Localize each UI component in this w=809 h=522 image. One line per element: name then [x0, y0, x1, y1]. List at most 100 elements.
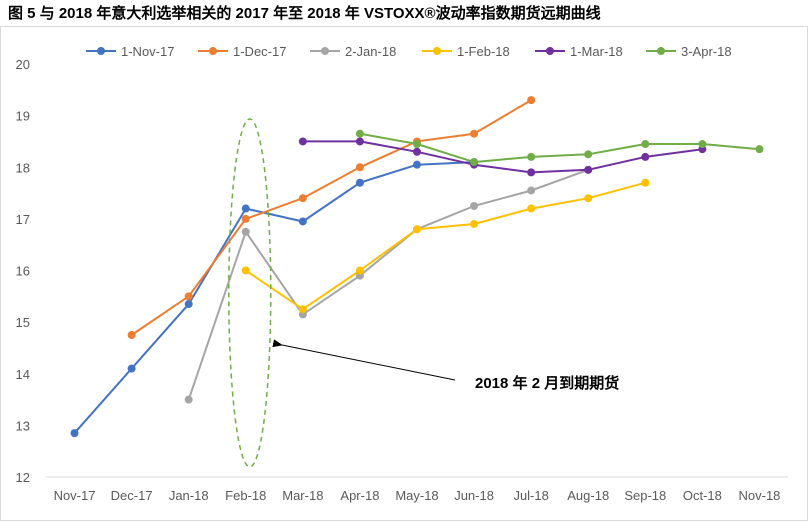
data-point: [355, 129, 364, 138]
legend: 1-Nov-17 1-Dec-17 2-Jan-18 1-Feb-18 1-Mar-18…: [86, 44, 732, 59]
data-point: [470, 220, 479, 229]
data-point: [127, 331, 136, 340]
data-point: [241, 214, 250, 223]
data-point: [527, 186, 536, 195]
data-point: [698, 140, 707, 149]
figure-title: 图 5 与 2018 年意大利选举相关的 2017 年至 2018 年 VSTO…: [8, 5, 601, 22]
data-point: [355, 137, 364, 146]
series-1-Dec-17: [127, 96, 536, 340]
data-point: [355, 178, 364, 187]
legend-swatch-marker: [209, 47, 217, 55]
x-tick-label: Feb-18: [225, 488, 266, 503]
x-tick-label: Jul-18: [513, 488, 548, 503]
series-1-Feb-18: [241, 178, 650, 314]
data-point: [470, 129, 479, 138]
data-point: [298, 137, 307, 146]
legend-label: 1-Mar-18: [570, 44, 623, 59]
legend-label: 2-Jan-18: [345, 44, 396, 59]
y-tick-label: 12: [16, 470, 30, 485]
data-point: [413, 225, 421, 234]
y-tick-label: 14: [16, 367, 30, 382]
y-tick-label: 17: [16, 212, 30, 227]
series-line: [245, 181, 646, 311]
x-tick-label: Sep-18: [624, 488, 666, 503]
x-tick-label: May-18: [395, 488, 438, 503]
series-line: [187, 168, 589, 400]
data-point: [641, 140, 650, 149]
legend-label: 1-Dec-17: [233, 44, 286, 59]
data-point: [298, 217, 307, 226]
legend-item: 3-Apr-18: [646, 44, 732, 59]
data-point: [527, 168, 536, 177]
y-tick-label: 18: [16, 160, 30, 175]
legend-label: 1-Feb-18: [457, 44, 510, 59]
data-point: [584, 150, 593, 159]
series-3-Apr-18: [355, 129, 764, 167]
series-line: [73, 161, 475, 434]
data-point: [298, 194, 307, 203]
data-point: [70, 429, 79, 438]
y-tick-label: 15: [16, 315, 30, 330]
data-point: [527, 96, 536, 105]
data-point: [584, 165, 593, 174]
x-tick-label: Jan-18: [169, 488, 209, 503]
data-point: [184, 395, 193, 404]
chart-frame: [0, 26, 808, 521]
data-point: [755, 145, 764, 154]
x-tick-label: Nov-17: [54, 488, 96, 503]
legend-item: 2-Jan-18: [310, 44, 396, 59]
data-point: [470, 158, 479, 167]
x-tick-label: Jun-18: [454, 488, 494, 503]
legend-swatch-marker: [546, 47, 554, 55]
series-line: [302, 140, 703, 174]
data-point: [184, 300, 193, 309]
annotation: 2018 年 2 月到期期货: [228, 118, 619, 468]
legend-swatch-marker: [97, 47, 105, 55]
legend-label: 3-Apr-18: [681, 44, 732, 59]
y-tick-label: 16: [16, 264, 30, 279]
y-tick-label: 19: [16, 109, 30, 124]
x-tick-label: Oct-18: [683, 488, 722, 503]
highlight-ellipse: [228, 118, 272, 468]
series-1-Nov-17: [70, 158, 479, 438]
y-tick-label: 13: [16, 418, 30, 433]
data-point: [641, 178, 650, 187]
x-tick-label: Aug-18: [567, 488, 609, 503]
data-point: [241, 266, 250, 275]
legend-swatch-marker: [433, 47, 441, 55]
data-point: [527, 204, 536, 213]
data-point: [470, 201, 479, 210]
legend-swatch-marker: [321, 47, 329, 55]
data-point: [413, 160, 421, 169]
legend-item: 1-Nov-17: [86, 44, 174, 59]
data-point: [184, 292, 193, 301]
data-point: [527, 152, 536, 161]
series-line: [359, 132, 760, 164]
data-point: [413, 147, 421, 156]
x-tick-label: Apr-18: [340, 488, 379, 503]
data-point: [298, 305, 307, 314]
data-point: [241, 204, 250, 213]
data-point: [355, 266, 364, 275]
annotation-label: 2018 年 2 月到期期货: [475, 374, 619, 392]
data-point: [584, 194, 593, 203]
x-tick-label: Mar-18: [282, 488, 323, 503]
annotation-arrow: [272, 339, 456, 381]
data-point: [413, 140, 421, 149]
legend-swatch-marker: [657, 47, 665, 55]
y-axis-ticks: 12 13 14 15 16 17 18 19 20: [16, 57, 30, 485]
series-layer: [70, 96, 764, 438]
x-tick-label: Dec-17: [111, 488, 153, 503]
legend-label: 1-Nov-17: [121, 44, 174, 59]
x-axis-ticks: Nov-17 Dec-17 Jan-18 Feb-18 Mar-18 Apr-18 May-…: [54, 488, 781, 503]
legend-item: 1-Dec-17: [198, 44, 286, 59]
x-tick-label: Nov-18: [739, 488, 781, 503]
legend-item: 1-Feb-18: [422, 44, 510, 59]
data-point: [641, 152, 650, 161]
data-point: [241, 227, 250, 236]
series-2-Jan-18: [184, 165, 593, 404]
data-point: [127, 364, 136, 373]
y-tick-label: 20: [16, 57, 30, 72]
